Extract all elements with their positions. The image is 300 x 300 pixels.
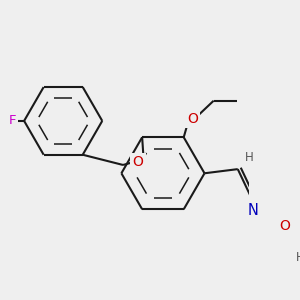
Text: O: O bbox=[188, 112, 198, 126]
Text: H: H bbox=[245, 151, 254, 164]
Text: O: O bbox=[133, 155, 143, 170]
Text: F: F bbox=[9, 114, 16, 128]
Text: N: N bbox=[248, 203, 259, 218]
Text: H: H bbox=[296, 251, 300, 264]
Text: O: O bbox=[279, 219, 290, 233]
